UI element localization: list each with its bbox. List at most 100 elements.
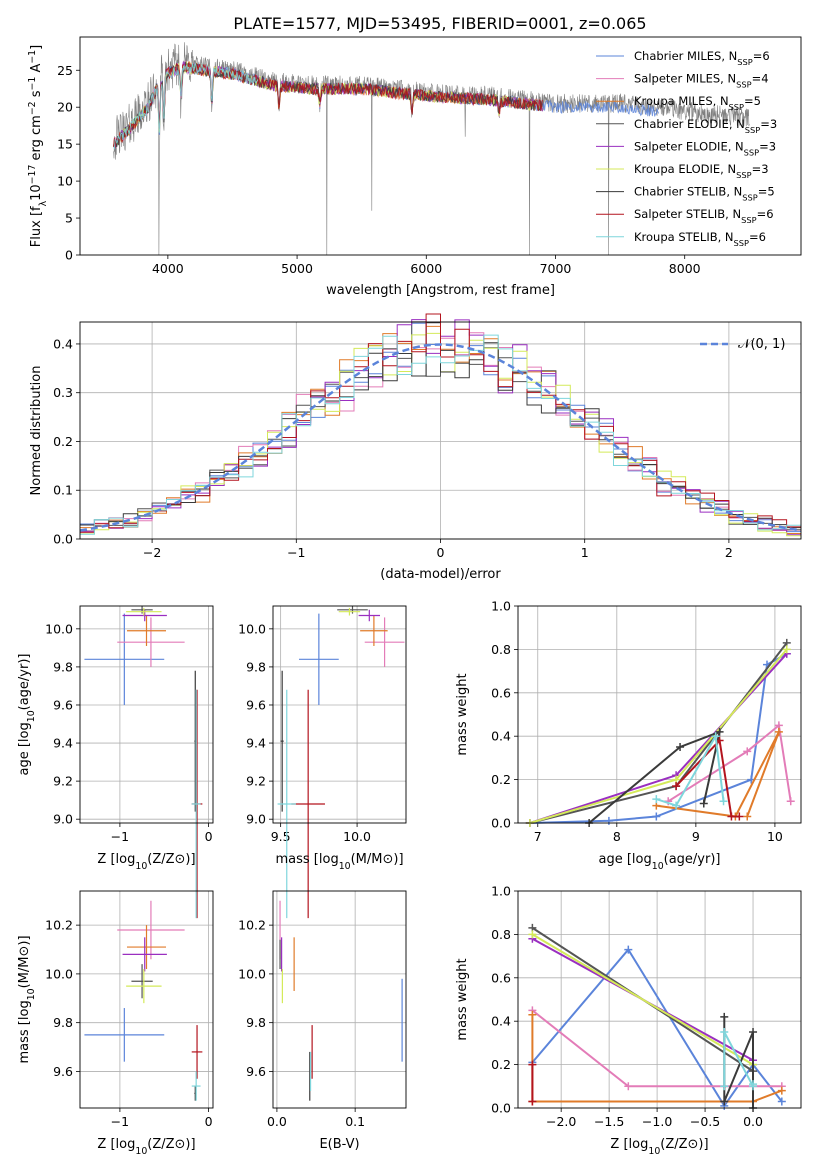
axes-mass-vs-ebv: 0.0 0.1 9.6 9.8 10.0 10.2 E(B-V) — [238, 890, 407, 1152]
weight-marker — [652, 812, 661, 821]
x-tick-label: −1 — [111, 1114, 129, 1129]
axes-spectrum: 4000 5000 6000 7000 8000 0 5 10 15 20 25 Chabrier M… — [27, 36, 802, 298]
y-tick-label: 0.1 — [53, 483, 73, 498]
weight-marker — [624, 1082, 633, 1091]
x-tick-label: 9.5 — [271, 829, 291, 844]
weight-marker — [777, 1086, 786, 1095]
y-tick-label: 15 — [57, 137, 73, 152]
y-tick-label: 0.0 — [491, 816, 511, 831]
y-tick-label: 9.6 — [246, 1064, 266, 1079]
y-tick-label: 10.2 — [45, 918, 73, 933]
weight-marker — [672, 801, 681, 810]
axes-weight-vs-age: 7 8 9 10 0.0 0.2 0.4 0.6 0.8 1.0 age [log10(age/yr… — [455, 599, 802, 872]
x-axis-label: E(B-V) — [319, 1137, 359, 1152]
y-tick-label: 9.4 — [53, 736, 73, 751]
weight-marker — [624, 945, 633, 954]
y-tick-label: 9.2 — [53, 774, 73, 789]
x-tick-label: 8 — [613, 829, 621, 844]
weight-marker — [749, 1080, 758, 1089]
weight-marker — [777, 1097, 786, 1106]
y-tick-label: 0.2 — [491, 772, 511, 787]
x-tick-label: −2 — [143, 545, 161, 560]
axes-residuals: −2 −1 0 1 2 0.0 0.1 0.2 0.3 0.4 𝒩(0, 1) (data-model… — [29, 313, 802, 582]
weight-marker — [743, 747, 752, 756]
x-tick-label: 0.0 — [267, 1114, 287, 1129]
model-spectrum — [113, 62, 259, 151]
y-tick-label: 10.2 — [238, 918, 266, 933]
y-tick-label: 1.0 — [491, 599, 511, 614]
y-axis-label: mass weight — [455, 673, 470, 755]
y-tick-label: 0.2 — [491, 1057, 511, 1072]
legend-label: Chabrier MILES, NSSP=6 — [634, 49, 770, 67]
legend-label: Salpeter ELODIE, NSSP=3 — [634, 139, 776, 157]
x-tick-label: −1 — [287, 545, 305, 560]
weight-marker — [782, 645, 791, 654]
weight-marker — [715, 727, 724, 736]
weight-marker — [528, 930, 537, 939]
gaussian-curve — [79, 343, 802, 532]
weight-marker — [786, 797, 795, 806]
x-tick-label: 9 — [692, 829, 700, 844]
weight-marker — [672, 782, 681, 791]
legend-label: 𝒩(0, 1) — [738, 337, 785, 352]
weight-marker — [528, 1010, 537, 1019]
axes-frame — [272, 605, 407, 824]
y-tick-label: 0.2 — [53, 434, 73, 449]
y-tick-label: 0.6 — [491, 685, 511, 700]
histogram-series — [80, 313, 801, 533]
x-tick-label: 1 — [581, 545, 589, 560]
y-tick-label: 10.0 — [238, 621, 266, 636]
weight-series-line — [531, 1014, 783, 1103]
axes-frame — [272, 890, 407, 1109]
x-tick-label: 0 — [205, 829, 213, 844]
x-tick-label: 10.0 — [343, 829, 371, 844]
axes-frame — [79, 605, 214, 824]
axes-frame — [79, 36, 802, 256]
legend-label: Chabrier STELIB, NSSP=5 — [634, 185, 775, 203]
y-tick-label: 9.8 — [246, 1015, 266, 1030]
x-tick-label: 6000 — [410, 261, 442, 276]
x-tick-label: −1.0 — [642, 1114, 672, 1129]
weight-series-line — [531, 933, 754, 1066]
x-tick-label: 8000 — [669, 261, 701, 276]
x-tick-label: 7000 — [540, 261, 572, 276]
x-axis-label: age [log10(age/yr)] — [599, 852, 721, 872]
y-axis-label: age [log10(age/yr)] — [17, 654, 37, 776]
x-axis-label: wavelength [Angstrom, rest frame] — [326, 283, 555, 298]
figure-title: PLATE=1577, MJD=53495, FIBERID=0001, z=0… — [233, 14, 646, 33]
x-tick-label: 0 — [437, 545, 445, 560]
x-tick-label: 2 — [725, 545, 733, 560]
y-axis-label: mass weight — [455, 958, 470, 1040]
x-tick-label: 0.1 — [345, 1114, 365, 1129]
weight-marker — [711, 732, 720, 741]
x-tick-label: 0 — [205, 1114, 213, 1129]
legend-label: Kroupa MILES, NSSP=5 — [634, 94, 761, 112]
y-tick-label: 9.0 — [53, 812, 73, 827]
y-tick-label: 0.8 — [491, 642, 511, 657]
y-tick-label: 9.0 — [246, 812, 266, 827]
weight-series-line — [529, 652, 788, 824]
weight-marker — [652, 795, 661, 804]
legend-label: Chabrier ELODIE, NSSP=3 — [634, 117, 777, 135]
axes-frame — [517, 605, 802, 824]
y-tick-label: 9.6 — [53, 1064, 73, 1079]
axes-age-vs-Z: −1 0 9.0 9.2 9.4 9.6 9.8 10.0 Z [log10(Z/Z⊙)] age… — [17, 605, 214, 919]
weight-series-line — [588, 730, 721, 824]
y-tick-label: 0.4 — [491, 729, 511, 744]
y-tick-label: 0.0 — [491, 1101, 511, 1116]
weight-marker — [743, 812, 752, 821]
y-tick-label: 9.8 — [246, 659, 266, 674]
y-tick-label: 9.8 — [53, 1015, 73, 1030]
y-tick-label: 9.6 — [246, 697, 266, 712]
x-tick-label: 7 — [534, 829, 542, 844]
weight-series-line — [529, 653, 788, 824]
weight-marker — [699, 799, 708, 808]
weight-marker — [676, 743, 685, 752]
y-tick-label: 0 — [65, 248, 73, 263]
legend-label: Kroupa STELIB, NSSP=6 — [634, 230, 766, 248]
spectrum-traces — [113, 42, 750, 255]
x-tick-label: −2.0 — [546, 1114, 576, 1129]
weight-series-line — [667, 723, 792, 803]
y-tick-label: 10.0 — [45, 621, 73, 636]
y-tick-label: 0.4 — [53, 336, 73, 351]
